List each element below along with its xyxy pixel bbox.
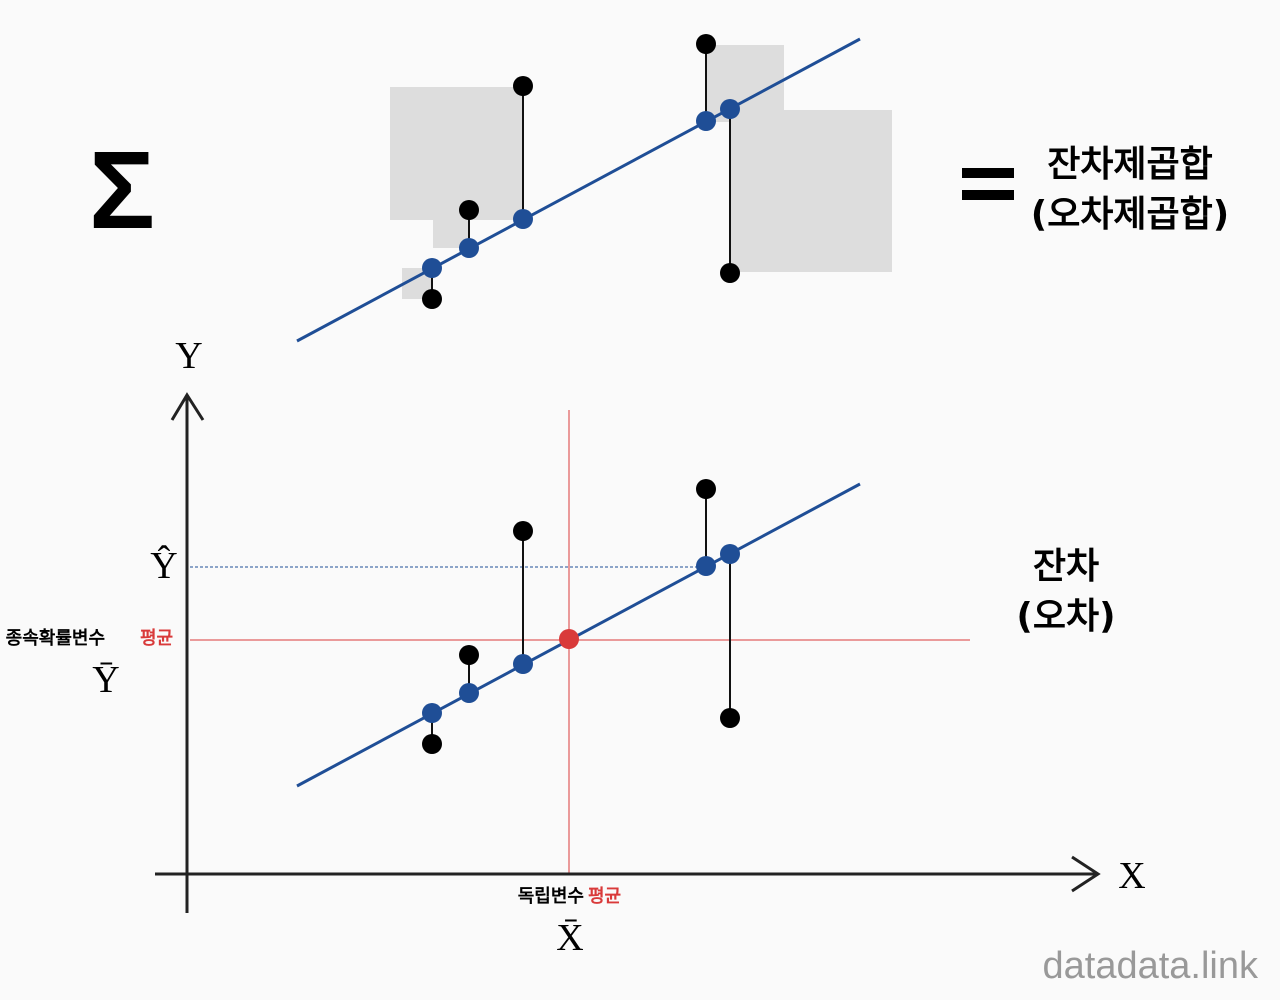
y-arrow [170, 392, 205, 421]
fitted-point [720, 99, 740, 119]
residual-label-alt: (오차) [1016, 596, 1115, 637]
fitted-point [422, 703, 442, 723]
observed-point [459, 645, 479, 665]
y-mean-highlight: 평균 [140, 628, 173, 649]
fitted-points [422, 99, 740, 278]
observed-points [422, 34, 740, 309]
y-axis-label: Y [175, 335, 202, 377]
observed-point [422, 734, 442, 754]
fitted-point [513, 209, 533, 229]
x-axis-label: X [1118, 855, 1145, 897]
square [706, 45, 784, 122]
fitted-point [459, 683, 479, 703]
x-arrow [1071, 855, 1101, 893]
fitted-point [696, 111, 716, 131]
observed-point [696, 34, 716, 54]
observed-points [422, 479, 740, 754]
square [390, 87, 523, 220]
fitted-point [720, 544, 740, 564]
observed-point [459, 200, 479, 220]
sigma: Σ [89, 129, 155, 252]
fitted-point [459, 238, 479, 258]
y-mean-symbol: Ȳ [92, 659, 119, 701]
observed-point [513, 521, 533, 541]
y-mean-caption: 종속확률변수 [6, 628, 105, 649]
observed-point [422, 289, 442, 309]
watermark: datadata.link [1043, 945, 1259, 987]
observed-point [720, 263, 740, 283]
observed-point [513, 76, 533, 96]
regression-line [296, 37, 861, 343]
fitted-points [422, 544, 740, 723]
fitted-point [696, 556, 716, 576]
mean-point [559, 629, 579, 649]
square [730, 110, 892, 272]
equals-bar [962, 168, 1014, 178]
x-mean-highlight: 평균 [588, 886, 621, 907]
regression-line [296, 482, 861, 788]
observed-point [696, 479, 716, 499]
x-mean-symbol: X̄ [556, 917, 583, 959]
equals-bar [962, 190, 1014, 200]
x-mean-caption: 독립변수 [518, 886, 584, 907]
squares [390, 45, 892, 299]
y-mean-caption-text: 종속확률변수 [6, 628, 105, 649]
observed-point [720, 708, 740, 728]
sse-label-alt: (오차제곱합) [1031, 194, 1230, 235]
residual-label: 잔차 [1033, 546, 1099, 587]
fitted-point [422, 258, 442, 278]
sse-label: 잔차제곱합 [1047, 144, 1213, 185]
y-hat-label: Ŷ [150, 545, 177, 587]
fitted-point [513, 654, 533, 674]
axes [155, 392, 1101, 913]
